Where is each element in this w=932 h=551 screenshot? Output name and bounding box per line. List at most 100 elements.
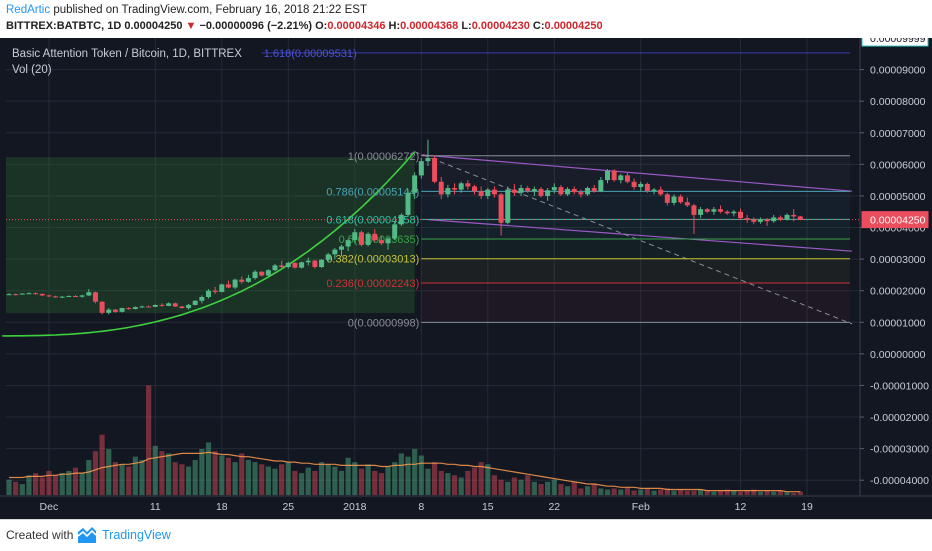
symbol-label: BITTREX:BATBTC, 1D xyxy=(6,20,122,32)
volume-bar xyxy=(538,484,544,495)
high-value: 0.00004368 xyxy=(400,20,459,32)
volume-bar xyxy=(531,481,537,495)
candle-body xyxy=(565,188,571,195)
volume-bar xyxy=(6,479,12,495)
candle-body xyxy=(698,209,704,215)
volume-bar xyxy=(451,475,458,495)
volume-bar xyxy=(239,453,245,495)
fib-label: 0.5(0.00003635) xyxy=(339,234,420,246)
volume-bar xyxy=(272,468,278,495)
volume-bar xyxy=(465,470,471,495)
candle-body xyxy=(605,170,610,181)
volume-bar xyxy=(631,490,637,495)
down-arrow-icon: ▼ xyxy=(185,20,197,32)
volume-bar xyxy=(112,462,118,495)
candle-body xyxy=(19,293,25,295)
candle-body xyxy=(79,295,85,297)
y-tick-label: -0.00004000 xyxy=(870,475,929,487)
candle-body xyxy=(139,306,145,308)
candle-body xyxy=(92,292,98,302)
chart-header: RedArtic published on TradingView.com, F… xyxy=(0,0,932,38)
publish-info: published on TradingView.com, February 1… xyxy=(53,4,367,16)
volume-bar xyxy=(392,462,398,495)
x-tick-label: 8 xyxy=(418,501,424,513)
candle-body xyxy=(718,209,724,212)
volume-bar xyxy=(132,456,138,495)
volume-bar xyxy=(724,489,730,495)
candle-body xyxy=(578,192,584,195)
candle-body xyxy=(491,189,497,195)
volume-bar xyxy=(505,481,511,495)
y-tick-label: 0.00008000 xyxy=(870,96,926,108)
candle-body xyxy=(784,214,790,220)
volume-bar xyxy=(771,491,777,495)
volume-bar xyxy=(26,475,32,495)
candle-body xyxy=(192,300,198,305)
x-tick-label: Feb xyxy=(632,501,650,513)
fib-zone xyxy=(421,239,850,259)
volume-bar xyxy=(604,489,611,495)
volume-bar xyxy=(305,467,311,495)
publish-line: RedArtic published on TradingView.com, F… xyxy=(6,4,367,16)
candle-body xyxy=(425,158,431,162)
candle-body xyxy=(571,188,577,193)
fib-zone xyxy=(421,258,850,284)
candle-body xyxy=(452,188,458,190)
x-tick-label: 2018 xyxy=(343,501,367,513)
volume-bar xyxy=(299,473,305,495)
open-value: 0.00004346 xyxy=(327,20,386,32)
candle-body xyxy=(239,279,245,282)
volume-bar xyxy=(545,481,551,495)
volume-bar xyxy=(425,468,431,495)
chart-area[interactable]: 1.618(0.00009531) 1(0.00006272) 0.786(0.00… xyxy=(0,38,932,519)
candle-body xyxy=(299,262,305,268)
tradingview-brand-link[interactable]: TradingView xyxy=(102,528,171,542)
candle-body xyxy=(378,240,384,244)
volume-bar xyxy=(378,473,384,495)
x-tick-label: 11 xyxy=(150,501,161,513)
last-price: 0.00004250 xyxy=(124,20,183,32)
volume-bar xyxy=(704,490,710,495)
fib-label: 0.382(0.00003013) xyxy=(326,254,419,266)
candle-body xyxy=(206,290,211,298)
candle-body xyxy=(119,308,125,312)
candle-body xyxy=(505,189,511,223)
volume-bar xyxy=(59,473,65,495)
candle-body xyxy=(724,211,730,214)
candle-body xyxy=(531,188,537,192)
close-label: C: xyxy=(532,20,545,32)
candle-body xyxy=(172,303,178,307)
candle-body xyxy=(405,192,411,215)
close-value: 0.00004250 xyxy=(544,20,603,32)
volume-bar xyxy=(611,488,617,495)
volume-bar xyxy=(372,470,378,495)
candle-body xyxy=(345,240,351,247)
x-tick-label: 19 xyxy=(801,501,813,513)
candle-body xyxy=(458,183,464,190)
candle-body xyxy=(418,161,424,176)
candle-body xyxy=(152,304,158,307)
candle-body xyxy=(664,194,670,203)
candle-body xyxy=(764,219,770,222)
fib-label: 0.618(0.00004258) xyxy=(326,214,419,226)
volume-bar xyxy=(99,434,105,495)
price-chart[interactable]: 1.618(0.00009531) 1(0.00006272) 0.786(0.00… xyxy=(0,38,932,519)
volume-bar xyxy=(485,464,491,495)
candle-body xyxy=(146,306,152,308)
volume-bar xyxy=(698,489,704,495)
created-with-label: Created with xyxy=(6,528,74,542)
candle-body xyxy=(738,211,743,219)
volume-bar xyxy=(471,467,478,495)
volume-bar xyxy=(591,484,597,495)
tradingview-logo-icon[interactable] xyxy=(77,526,97,544)
candle-body xyxy=(33,293,39,295)
candle-body xyxy=(551,187,557,191)
candle-body xyxy=(186,304,192,309)
candle-body xyxy=(26,293,32,295)
candle-body xyxy=(558,187,564,195)
low-label: L: xyxy=(461,20,472,32)
volume-bar xyxy=(777,490,783,495)
volume-bar xyxy=(199,448,205,495)
author-link[interactable]: RedArtic xyxy=(6,4,51,16)
volume-bar xyxy=(638,489,644,495)
